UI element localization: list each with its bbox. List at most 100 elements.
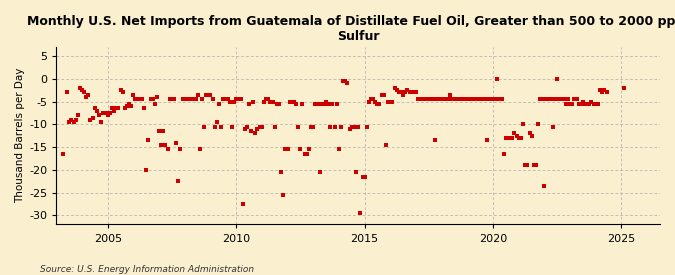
Point [398,93,408,97]
Point [472,97,483,101]
Point [518,122,529,127]
Point [578,99,589,104]
Point [419,97,430,101]
Point [63,120,74,124]
Text: Source: U.S. Energy Information Administration: Source: U.S. Energy Information Administ… [40,265,254,274]
Point [445,93,456,97]
Point [552,77,563,81]
Point [229,99,240,104]
Point [61,90,72,95]
Point [477,97,487,101]
Point [451,97,462,101]
Point [252,127,263,131]
Point [192,93,203,97]
Point [408,90,419,95]
Point [377,93,387,97]
Point [92,108,103,113]
Point [569,97,580,101]
Point [79,90,90,95]
Point [357,174,368,179]
Point [550,97,561,101]
Point [113,106,124,111]
Point [154,129,165,133]
Point [96,120,107,124]
Point [124,102,134,106]
Point [94,113,105,117]
Point [509,131,520,136]
Point [139,106,150,111]
Point [489,97,500,101]
Point [404,90,415,95]
Point [359,174,370,179]
Point [269,124,280,129]
Point [601,90,612,95]
Point [485,97,496,101]
Point [618,86,629,90]
Point [226,124,237,129]
Point [207,97,218,101]
Point [213,102,224,106]
Point [98,111,109,115]
Point [178,97,188,101]
Point [218,97,229,101]
Point [132,97,143,101]
Point [265,99,275,104]
Point [184,97,194,101]
Point [145,97,156,101]
Point [286,99,297,104]
Y-axis label: Thousand Barrels per Day: Thousand Barrels per Day [15,68,25,204]
Point [582,102,593,106]
Point [160,143,171,147]
Point [169,97,180,101]
Point [306,124,317,129]
Point [483,97,494,101]
Point [310,102,321,106]
Point [152,95,163,99]
Point [76,88,87,92]
Point [83,93,94,97]
Point [387,99,398,104]
Point [297,102,308,106]
Point [573,102,584,106]
Point [331,102,342,106]
Point [443,97,454,101]
Point [447,97,458,101]
Point [165,97,176,101]
Point [558,97,569,101]
Point [541,97,552,101]
Point [511,133,522,138]
Point [216,124,227,129]
Point [410,90,421,95]
Point [338,79,349,83]
Point [277,193,288,197]
Point [284,99,295,104]
Point [115,88,126,92]
Point [167,97,178,101]
Point [188,97,198,101]
Point [524,131,535,136]
Point [368,97,379,101]
Point [295,147,306,152]
Point [198,124,209,129]
Point [513,136,524,140]
Point [196,97,207,101]
Point [531,163,541,167]
Point [428,97,439,101]
Point [481,138,492,142]
Point [203,93,214,97]
Point [364,99,375,104]
Point [242,124,252,129]
Point [173,179,184,183]
Point [321,99,331,104]
Point [267,99,278,104]
Point [586,99,597,104]
Point [406,90,417,95]
Point [520,163,531,167]
Point [526,133,537,138]
Point [464,97,475,101]
Point [571,97,582,101]
Point [593,102,603,106]
Point [533,122,543,127]
Point [475,97,485,101]
Point [261,97,271,101]
